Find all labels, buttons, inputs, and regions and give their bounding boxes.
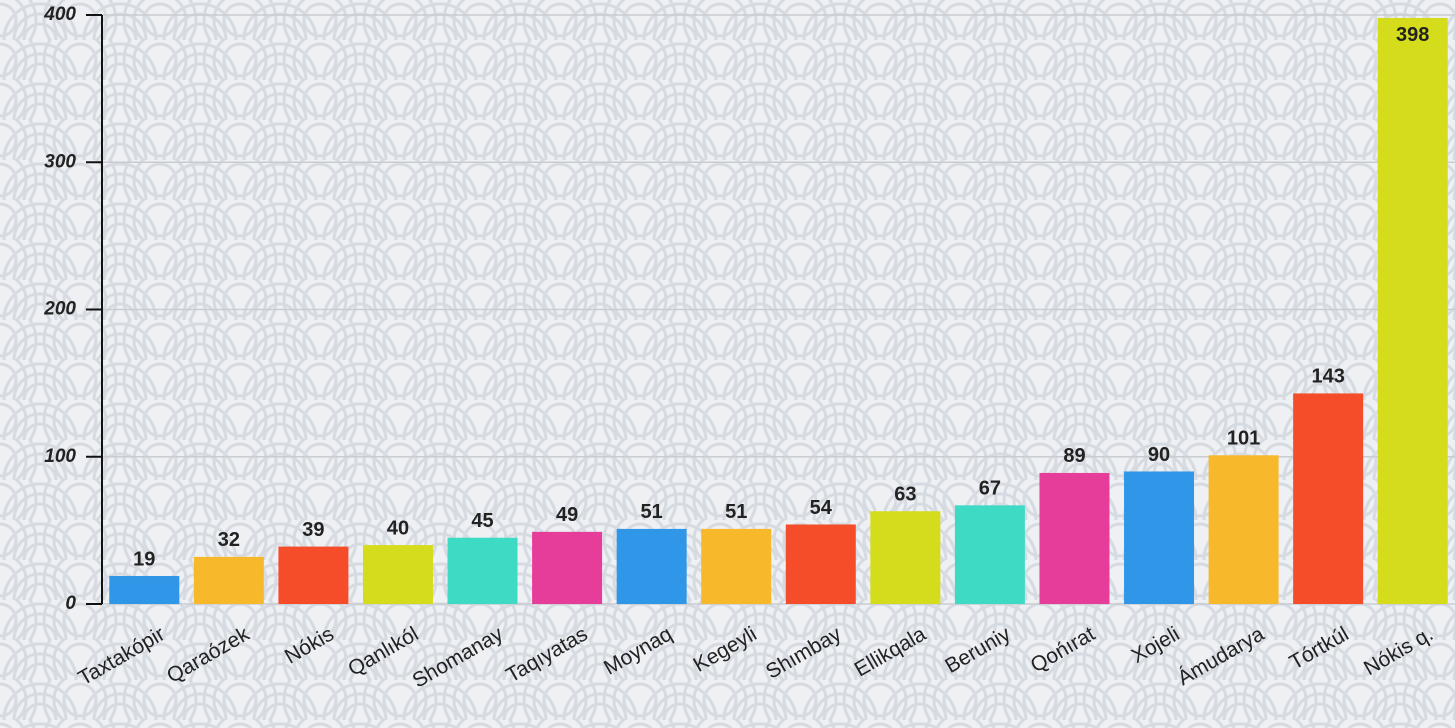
bar [1377,17,1448,604]
data-label: 51 [725,501,747,523]
bar [532,531,603,604]
data-label: 32 [218,529,240,551]
data-label: 63 [894,484,916,506]
data-label: 54 [810,497,833,519]
bar [954,505,1025,604]
y-tick-label: 0 [65,593,76,614]
bar [278,546,349,604]
bar [1293,393,1364,604]
data-label: 51 [641,501,663,523]
bar [616,528,687,604]
data-label: 90 [1148,444,1170,466]
bar [1039,472,1110,604]
data-label: 39 [302,519,324,541]
data-label: 101 [1227,428,1260,450]
bar [1208,455,1279,604]
data-label: 49 [556,504,578,526]
bar [701,528,772,604]
data-label: 45 [471,510,493,532]
bar [193,556,264,604]
data-label: 19 [133,548,155,570]
data-label: 398 [1396,24,1429,46]
bar [870,511,941,604]
data-label: 40 [387,517,409,539]
data-label: 67 [979,478,1001,500]
y-tick-label: 100 [44,446,76,467]
bar [362,545,433,604]
bar [447,537,518,604]
y-tick-label: 400 [43,4,76,25]
bar [109,576,180,604]
y-tick-label: 300 [44,151,76,172]
data-label: 143 [1311,366,1344,388]
bar [1124,471,1195,604]
y-tick-label: 200 [43,299,76,320]
bar [785,524,856,604]
data-label: 89 [1063,445,1085,467]
